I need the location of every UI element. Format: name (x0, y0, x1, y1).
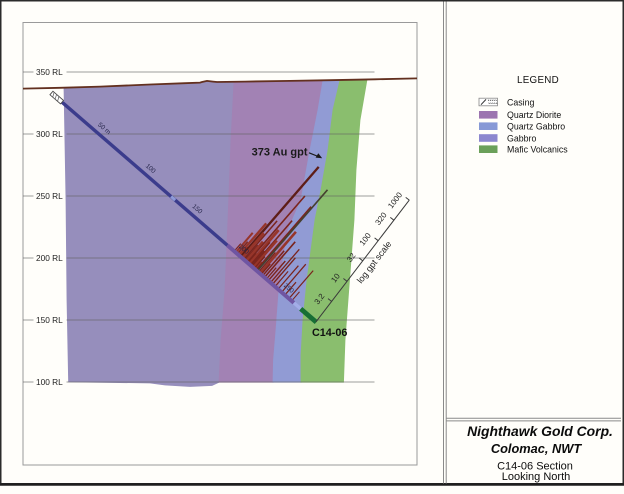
svg-text:350 RL: 350 RL (36, 67, 63, 77)
svg-text:Quartz Diorite: Quartz Diorite (507, 110, 561, 120)
svg-text:Colomac, NWT: Colomac, NWT (491, 441, 582, 456)
svg-text:150 RL: 150 RL (36, 315, 63, 325)
svg-text:Looking North: Looking North (502, 471, 571, 483)
svg-text:Mafic Volcanics: Mafic Volcanics (507, 145, 568, 155)
svg-text:200 RL: 200 RL (36, 253, 63, 263)
svg-text:300 RL: 300 RL (36, 129, 63, 139)
svg-text:373 Au gpt: 373 Au gpt (252, 147, 308, 159)
svg-text:C14-06: C14-06 (312, 327, 347, 339)
svg-text:C14-06 Section: C14-06 Section (497, 461, 573, 473)
svg-text:Quartz Gabbro: Quartz Gabbro (507, 122, 565, 132)
svg-text:250 RL: 250 RL (36, 191, 63, 201)
svg-text:Gabbro: Gabbro (507, 133, 536, 143)
svg-text:Casing: Casing (507, 97, 534, 107)
svg-text:LEGEND: LEGEND (517, 75, 559, 86)
svg-text:Nighthawk Gold Corp.: Nighthawk Gold Corp. (467, 423, 613, 439)
svg-text:100 RL: 100 RL (36, 377, 63, 387)
